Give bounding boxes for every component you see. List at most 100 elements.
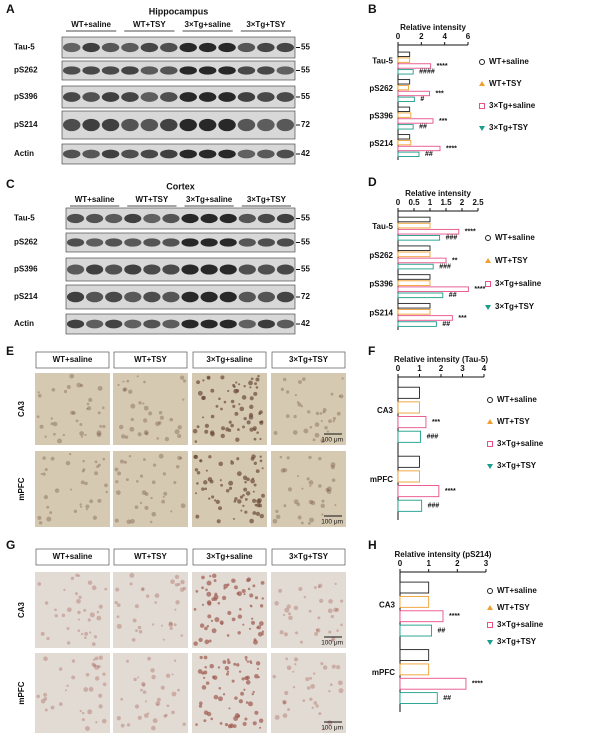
cell (292, 685, 296, 689)
cell (232, 404, 236, 408)
cell (81, 469, 85, 473)
cell (225, 489, 230, 493)
cell (282, 467, 288, 473)
blot-strip (61, 85, 296, 109)
cell (97, 463, 101, 467)
x-tick-label: 0 (398, 559, 403, 568)
cell (315, 704, 319, 708)
cell (228, 486, 233, 490)
cell (154, 601, 158, 604)
cell (174, 574, 180, 579)
cell (195, 514, 200, 519)
cell (218, 686, 222, 690)
cell (206, 580, 212, 586)
cell (137, 432, 142, 437)
blot-band (200, 264, 218, 275)
blot-strip (61, 36, 296, 59)
legend-label: 3×Tg+TSY (497, 637, 537, 646)
micrograph (192, 373, 267, 445)
cell (282, 700, 287, 705)
cell (332, 419, 335, 423)
cell (294, 663, 297, 666)
cell (326, 430, 330, 433)
cell (207, 614, 212, 619)
cell (128, 389, 133, 394)
cell (249, 386, 252, 389)
blot-band (101, 118, 120, 132)
cell (334, 504, 337, 507)
significance: *** (432, 419, 440, 426)
cell (177, 455, 182, 461)
cell (171, 710, 175, 715)
cell (126, 379, 130, 383)
blot-band (257, 66, 275, 75)
cell (147, 712, 150, 715)
blot-band (237, 66, 256, 75)
bar (399, 595, 430, 608)
cell (82, 468, 86, 471)
cell (208, 455, 212, 459)
blot-label: pS262 (14, 238, 38, 247)
cell (194, 440, 198, 443)
cell (244, 656, 248, 660)
group-header: WT+saline (53, 355, 93, 364)
cell (196, 471, 201, 475)
blot-band (257, 291, 275, 303)
group-header: 3×Tg+saline (185, 20, 232, 29)
panel-letter: B (368, 2, 377, 16)
cell (40, 698, 46, 704)
significance: *** (458, 315, 466, 322)
cell (282, 713, 288, 719)
cell (43, 495, 49, 500)
chart-title: Relative intensity (Tau-5) (394, 355, 488, 364)
cell (282, 377, 287, 382)
significance: ### (446, 235, 458, 242)
cell (245, 658, 248, 661)
blot-band (276, 291, 295, 303)
cell (224, 723, 229, 727)
cell (218, 696, 223, 702)
group-box (113, 548, 188, 566)
cell (309, 425, 313, 429)
cell (313, 586, 317, 589)
cell (151, 674, 156, 680)
cell (170, 579, 175, 584)
cell (143, 713, 149, 718)
cell (39, 424, 44, 429)
blot-band (162, 264, 180, 275)
blot-label: pS262 (14, 66, 38, 75)
cell (223, 583, 229, 589)
cell (66, 684, 69, 688)
cell (132, 618, 137, 623)
cell (37, 391, 40, 394)
cell (317, 585, 321, 589)
cell (283, 701, 286, 705)
blot-band (66, 319, 85, 329)
legend-symbol (487, 588, 493, 594)
cell (215, 499, 220, 504)
cell (220, 375, 225, 380)
cell (309, 676, 313, 680)
cell (315, 628, 319, 632)
cell (201, 487, 205, 491)
cell (144, 700, 148, 703)
cell (237, 428, 240, 432)
scale-bar-label: 100 μm (321, 640, 343, 647)
cell (250, 456, 255, 461)
cell (85, 504, 90, 509)
cell (148, 411, 153, 416)
cell (300, 405, 303, 408)
legend-symbol (485, 305, 491, 310)
cell (102, 682, 107, 687)
category-label: CA3 (379, 600, 396, 609)
cell (201, 575, 205, 580)
cell (310, 684, 316, 689)
cell (308, 609, 312, 613)
cell (322, 665, 328, 670)
group-box (35, 548, 110, 566)
cell (203, 676, 206, 679)
blot-band (124, 264, 142, 275)
blot-band (105, 264, 123, 275)
cell (230, 423, 234, 428)
cell (97, 664, 101, 669)
